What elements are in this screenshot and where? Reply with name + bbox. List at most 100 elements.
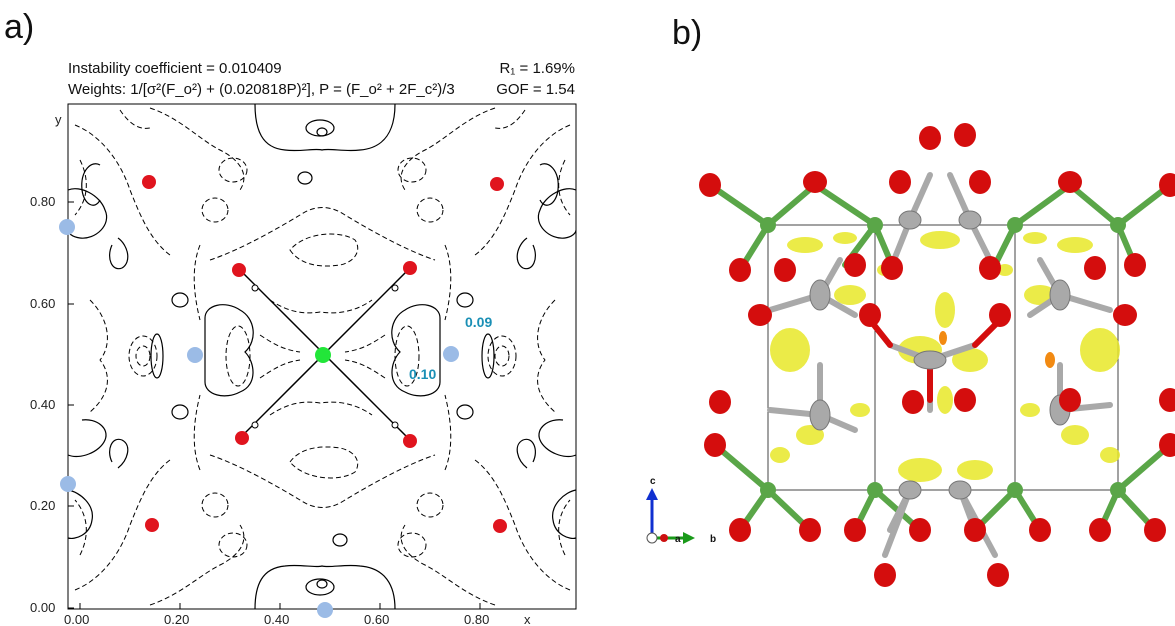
axis-b-label: b: [710, 534, 716, 545]
x-tick-1: 0.20: [164, 612, 189, 626]
atom-oxygen: [919, 126, 941, 150]
solid-contours: [67, 103, 577, 610]
atom-oxygen: [699, 173, 721, 197]
y-tick-4: 0.80: [30, 194, 55, 209]
atom-green: [867, 217, 883, 233]
atom-grey: [898, 480, 922, 500]
y-tick-3: 0.60: [30, 296, 55, 311]
atom-green: [1007, 217, 1023, 233]
atom-red: [403, 261, 417, 275]
x-axis-label: x: [524, 612, 531, 626]
atom-oxygen: [969, 170, 991, 194]
panel-b-label: b): [672, 14, 703, 52]
atom-green: [760, 217, 776, 233]
oxygen-atoms: [699, 123, 1175, 587]
x-tick-3: 0.60: [364, 612, 389, 626]
atom-oxygen: [844, 253, 866, 277]
atom-oxygen: [1089, 518, 1111, 542]
axis-a-label: a: [675, 534, 681, 545]
atom-oxygen: [889, 170, 911, 194]
atom-oxygen: [859, 303, 881, 327]
atom-grey: [809, 279, 831, 311]
red-atoms: [142, 175, 507, 533]
atom-green: [1110, 482, 1126, 498]
atom-blue: [443, 346, 459, 362]
atom-oxygen: [803, 171, 827, 193]
atom-oxygen: [1124, 253, 1146, 277]
green-atoms: [760, 217, 1126, 498]
atom-oxygen: [874, 563, 896, 587]
atom-oxygen: [964, 518, 986, 542]
atom-oxygen: [1159, 388, 1175, 412]
atom-grey: [809, 399, 831, 431]
atom-grey: [948, 480, 972, 500]
atom-blue: [317, 602, 333, 618]
atom-oxygen: [1159, 173, 1175, 197]
atom-oxygen: [1084, 256, 1106, 280]
atom-green: [867, 482, 883, 498]
atom-oxygen: [748, 304, 772, 326]
x-tick-0: 0.00: [64, 612, 89, 626]
atom-green: [1007, 482, 1023, 498]
y-tick-1: 0.20: [30, 498, 55, 513]
instability-coefficient: Instability coefficient = 0.010409: [68, 60, 282, 77]
atom-grey: [958, 210, 982, 230]
atom-red: [232, 263, 246, 277]
atom-oxygen: [709, 390, 731, 414]
atom-red: [235, 431, 249, 445]
atom-oxygen: [979, 256, 1001, 280]
axis-c-label: c: [650, 476, 656, 487]
atom-oxygen: [987, 563, 1009, 587]
atom-green-centre: [315, 347, 331, 363]
atom-oxygen: [774, 258, 796, 282]
atom-oxygen: [729, 258, 751, 282]
atom-red: [142, 175, 156, 189]
atom-oxygen: [1144, 518, 1166, 542]
atom-oxygen: [1159, 433, 1175, 457]
atom-blue: [59, 219, 75, 235]
x-tick-2: 0.40: [264, 612, 289, 626]
y-axis-label: y: [55, 112, 62, 127]
density-isosurfaces: [770, 231, 1120, 482]
atom-blue: [187, 347, 203, 363]
atom-oxygen: [954, 123, 976, 147]
atom-oxygen: [799, 518, 821, 542]
panel-a-label: a): [4, 8, 35, 46]
atom-blue: [60, 476, 76, 492]
atom-oxygen: [704, 433, 726, 457]
atom-oxygen: [1059, 388, 1081, 412]
atom-oxygen: [1113, 304, 1137, 326]
dashed-contours: [74, 107, 571, 606]
atom-oxygen: [954, 388, 976, 412]
atom-grey: [1049, 279, 1071, 311]
orientation-axes: c a b: [646, 476, 716, 545]
y-tick-0: 0.00: [30, 600, 55, 615]
atom-oxygen: [1029, 518, 1051, 542]
atom-oxygen: [844, 518, 866, 542]
atom-oxygen: [989, 303, 1011, 327]
r1-value: R₁ = 1.69%: [499, 60, 575, 77]
blue-atoms: [59, 219, 459, 618]
crystal-structure: c a b: [646, 123, 1175, 587]
atom-grey: [898, 210, 922, 230]
annotation-0-09: 0.09: [465, 314, 492, 330]
grey-atoms: [809, 210, 1071, 500]
atom-green: [760, 482, 776, 498]
atom-red: [493, 519, 507, 533]
atom-oxygen: [909, 518, 931, 542]
atom-oxygen: [881, 256, 903, 280]
atom-red: [403, 434, 417, 448]
atom-green: [1110, 217, 1126, 233]
atom-red: [490, 177, 504, 191]
atom-grey: [913, 350, 947, 370]
y-tick-2: 0.40: [30, 397, 55, 412]
gof-value: GOF = 1.54: [496, 81, 575, 98]
atom-red: [145, 518, 159, 532]
annotation-0-10: 0.10: [409, 366, 436, 382]
weights-formula: Weights: 1/[σ²(F_o²) + (0.020818P)²], P …: [68, 81, 455, 98]
atom-oxygen: [1058, 171, 1082, 193]
atom-oxygen: [729, 518, 751, 542]
difference-map: 0.09 0.10 0.00 0.20 0.40 0.60 0.80 y 0.0…: [30, 103, 577, 626]
x-tick-4: 0.80: [464, 612, 489, 626]
atom-oxygen: [902, 390, 924, 414]
